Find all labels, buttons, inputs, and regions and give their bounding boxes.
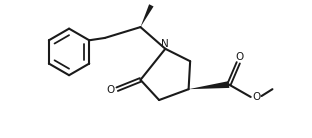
- Polygon shape: [188, 81, 229, 89]
- Text: N: N: [161, 39, 169, 49]
- Polygon shape: [140, 4, 154, 27]
- Text: O: O: [235, 52, 243, 62]
- Text: O: O: [252, 92, 261, 102]
- Text: O: O: [106, 85, 115, 95]
